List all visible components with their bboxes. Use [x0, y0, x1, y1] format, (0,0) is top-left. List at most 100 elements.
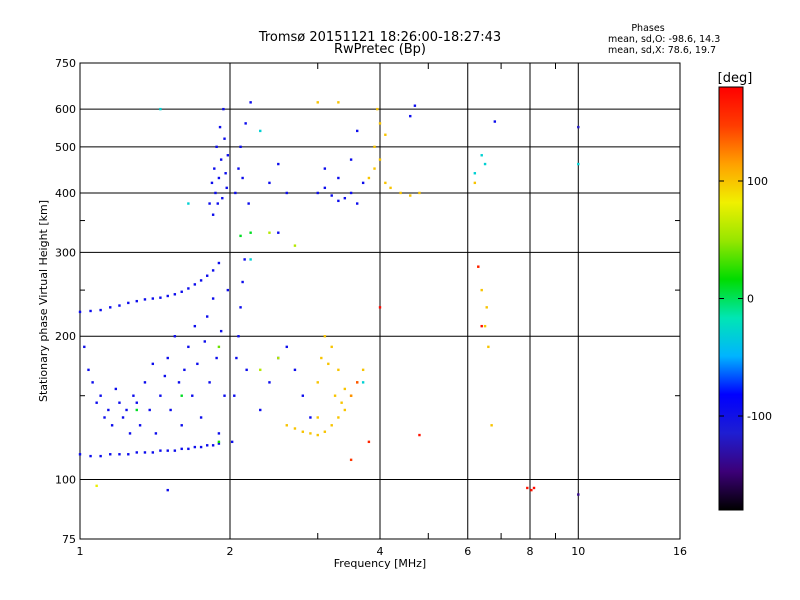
data-point [480, 324, 483, 328]
data-point [215, 145, 218, 149]
data-point [187, 345, 190, 349]
data-point [159, 449, 162, 452]
y-axis-ticks: 75 100 200 300 400 500 600 750 [55, 57, 76, 546]
data-point [89, 454, 92, 458]
data-point [217, 440, 221, 444]
chart-subtitle: RwPretec (Bp) [334, 42, 426, 57]
data-point [223, 137, 226, 140]
data-point [234, 191, 237, 195]
colorbar-ticks: 100 0 -100 [719, 175, 772, 423]
data-point [151, 297, 155, 300]
data-point [89, 309, 92, 313]
data-point [239, 306, 242, 309]
data-points [78, 101, 580, 496]
data-point [125, 408, 128, 412]
data-point [337, 199, 340, 203]
data-point [384, 181, 387, 185]
data-point [316, 433, 319, 437]
data-point [483, 162, 487, 166]
data-point [530, 488, 533, 492]
data-point [217, 261, 221, 265]
data-point [83, 345, 86, 349]
colorbar-tick-label: -100 [747, 410, 772, 423]
data-point [215, 356, 218, 360]
data-point [487, 345, 490, 349]
data-point [330, 194, 333, 197]
data-point [361, 181, 365, 185]
data-point [376, 107, 379, 111]
data-point [241, 280, 244, 284]
data-point [91, 381, 94, 384]
data-point [193, 324, 197, 328]
data-point [337, 368, 340, 372]
data-point [577, 162, 580, 166]
data-point [143, 298, 147, 301]
data-point [343, 387, 347, 391]
x-tick-label: 6 [464, 545, 471, 558]
data-point [293, 368, 297, 372]
data-point [78, 453, 82, 456]
data-point [225, 186, 228, 190]
data-point [277, 231, 280, 234]
data-point [301, 394, 305, 397]
y-tick-label: 200 [55, 330, 76, 343]
data-point [180, 290, 183, 293]
data-point [135, 408, 138, 412]
data-point [99, 454, 102, 458]
data-point [135, 401, 138, 404]
data-point [217, 176, 221, 180]
data-point [151, 451, 155, 454]
data-point [222, 107, 225, 111]
data-point [361, 368, 365, 372]
data-point [343, 196, 347, 200]
data-point [217, 432, 221, 435]
data-point [384, 133, 387, 136]
x-tick-label: 10 [571, 545, 585, 558]
data-point [230, 440, 234, 444]
data-point [259, 368, 262, 372]
data-point [154, 432, 158, 435]
data-point [316, 416, 319, 419]
data-point [151, 362, 155, 366]
data-point [214, 191, 217, 195]
data-point [99, 308, 102, 312]
data-point [490, 424, 493, 427]
y-tick-label: 100 [55, 474, 76, 487]
data-point [213, 167, 216, 170]
data-point [148, 408, 151, 412]
data-point [208, 202, 211, 205]
data-point [473, 172, 477, 175]
data-point [327, 362, 330, 366]
data-point [166, 294, 169, 298]
y-tick-label: 75 [62, 533, 76, 546]
data-point [349, 458, 353, 462]
data-point [223, 394, 226, 397]
data-point [187, 202, 190, 205]
data-point [99, 394, 102, 397]
data-point [333, 394, 337, 397]
data-point [224, 172, 227, 175]
data-point [121, 416, 125, 419]
data-point [159, 296, 162, 299]
data-point [293, 244, 297, 247]
y-tick-label: 600 [55, 103, 76, 116]
x-axis-ticks: 1 2 4 6 8 10 16 [77, 545, 688, 558]
data-point [285, 191, 288, 195]
data-point [217, 442, 221, 445]
data-point [218, 125, 222, 129]
data-point [367, 440, 371, 444]
data-point [378, 158, 382, 161]
data-point [110, 424, 114, 427]
data-point [418, 191, 421, 195]
data-point [166, 356, 169, 360]
data-point [114, 387, 118, 391]
data-point [409, 194, 412, 197]
x-axis-label: Frequency [MHz] [334, 557, 426, 570]
data-point [187, 447, 190, 451]
colorbar-tick-label: 0 [747, 293, 754, 306]
data-point [577, 125, 580, 129]
data-point [373, 145, 376, 149]
data-point [221, 196, 224, 200]
data-point [191, 394, 194, 397]
